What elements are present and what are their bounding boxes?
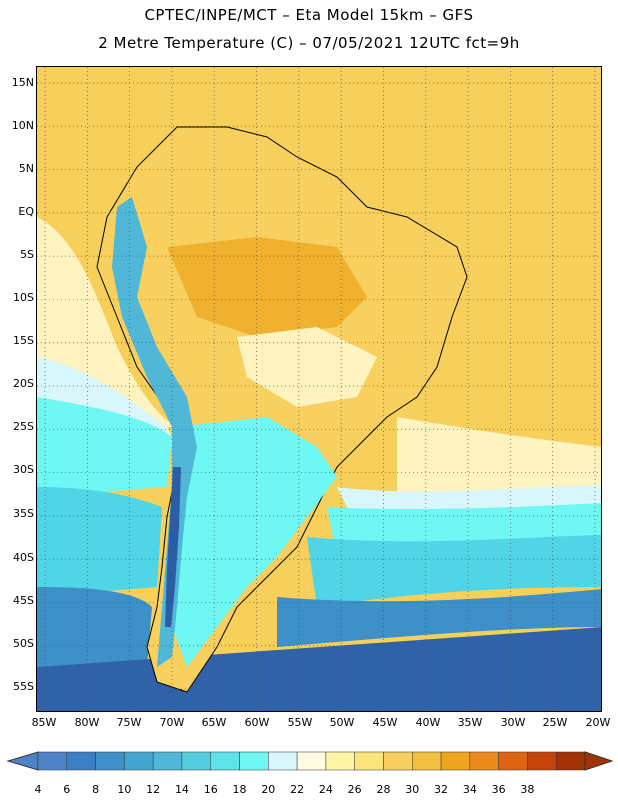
ocean-pale-band-atlantic: [397, 417, 601, 507]
lon-label-40w: 40W: [415, 716, 441, 729]
ocean-blue-band: [37, 587, 601, 673]
colorbar-tick-label: 8: [92, 783, 100, 796]
lon-label-60w: 60W: [244, 716, 270, 729]
lat-label-25s: 25S: [13, 420, 34, 433]
colorbar-swatch: [469, 751, 499, 771]
lat-label-5n: 5N: [18, 162, 34, 175]
map-subtitle: 2 Metre Temperature (C) – 07/05/2021 12U…: [98, 34, 520, 52]
lon-label-80w: 80W: [74, 716, 100, 729]
southern-cone-cold: [172, 417, 337, 667]
lat-label-15n: 15N: [11, 76, 34, 89]
colorbar-swatch: [181, 751, 211, 771]
colorbar-tick-label: 28: [376, 783, 391, 796]
ocean-cyan-band: [37, 397, 601, 557]
lon-label-20w: 20W: [585, 716, 611, 729]
colorbar-swatch: [527, 751, 557, 771]
colorbar-tick-label: 18: [232, 783, 247, 796]
colorbar-tick-label: 26: [347, 783, 362, 796]
colorbar-tick-label: 32: [434, 783, 449, 796]
colorbar-tick-label: 34: [462, 783, 477, 796]
colorbar-swatch: [66, 751, 96, 771]
lon-label-75w: 75W: [116, 716, 142, 729]
colorbar-tick-label: 12: [146, 783, 161, 796]
temperature-colorbar: [6, 751, 614, 771]
lat-label-10s: 10S: [13, 291, 34, 304]
colorbar-tick-label: 38: [520, 783, 535, 796]
lat-label-15s: 15S: [13, 334, 34, 347]
lon-label-35w: 35W: [457, 716, 483, 729]
amazon-hot-zone: [167, 237, 367, 337]
lat-label-45s: 45S: [13, 594, 34, 607]
colorbar-swatch: [383, 751, 413, 771]
colorbar-swatch: [325, 751, 355, 771]
colorbar-swatch: [440, 751, 471, 771]
colorbar-tick-label: 16: [203, 783, 218, 796]
colorbar-swatch: [268, 751, 298, 771]
colorbar-swatch: [152, 751, 183, 771]
colorbar-tick-label: 4: [34, 783, 42, 796]
interior-mild-zone: [237, 327, 377, 407]
lat-label-5s: 5S: [20, 248, 34, 261]
colorbar-swatch: [37, 751, 68, 771]
colorbar-swatch: [555, 751, 586, 771]
lon-label-25w: 25W: [542, 716, 568, 729]
colorbar-tick-label: 10: [117, 783, 132, 796]
lat-label-20s: 20S: [13, 377, 34, 390]
lat-label-35s: 35S: [13, 507, 34, 520]
lon-label-30w: 30W: [500, 716, 526, 729]
colorbar-tick-label: 36: [491, 783, 506, 796]
lon-label-65w: 65W: [201, 716, 227, 729]
colorbar-tick-label: 22: [290, 783, 305, 796]
colorbar-swatch: [239, 751, 269, 771]
lat-label-55s: 55S: [13, 680, 34, 693]
lat-label-30s: 30S: [13, 463, 34, 476]
lon-label-85w: 85W: [31, 716, 57, 729]
colorbar-high-arrow: [584, 751, 614, 771]
ocean-teal-band: [37, 487, 601, 607]
colorbar-low-arrow: [6, 751, 39, 771]
lat-label-10n: 10N: [11, 119, 34, 132]
colorbar-swatch: [296, 751, 327, 771]
map-title: CPTEC/INPE/MCT – Eta Model 15km – GFS: [144, 6, 474, 24]
colorbar-swatch: [412, 751, 442, 771]
colorbar-tick-label: 14: [174, 783, 189, 796]
colorbar-tick-label: 24: [318, 783, 333, 796]
colorbar-tick-label: 20: [261, 783, 276, 796]
temperature-map: [36, 66, 602, 712]
colorbar-tick-label: 30: [405, 783, 420, 796]
andes-peak-line: [165, 467, 181, 627]
lon-label-70w: 70W: [159, 716, 185, 729]
colorbar-swatch: [210, 751, 240, 771]
colorbar-swatch: [498, 751, 528, 771]
lat-label-50s: 50S: [13, 637, 34, 650]
colorbar-swatch: [95, 751, 125, 771]
lat-label-eq: EQ: [18, 205, 34, 218]
colorbar-swatch: [354, 751, 384, 771]
ocean-deep-band: [37, 627, 601, 711]
lon-label-50w: 50W: [329, 716, 355, 729]
lon-label-45w: 45W: [372, 716, 398, 729]
lat-label-40s: 40S: [13, 551, 34, 564]
lon-label-55w: 55W: [287, 716, 313, 729]
colorbar-swatch: [124, 751, 154, 771]
colorbar-tick-label: 6: [63, 783, 71, 796]
